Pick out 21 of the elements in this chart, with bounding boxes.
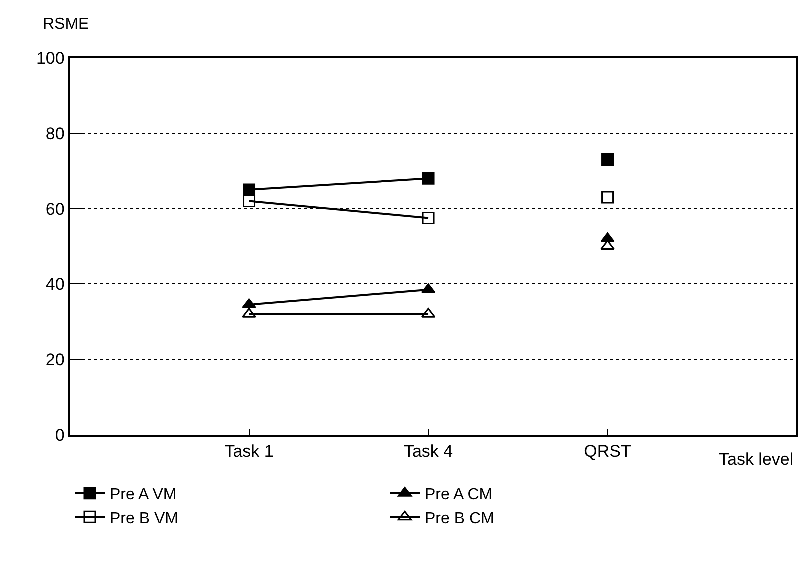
legend-label: Pre B CM — [425, 510, 494, 528]
y-tick-label: 40 — [46, 275, 65, 294]
point — [243, 184, 256, 196]
legend-label: Pre A CM — [425, 486, 493, 504]
point — [422, 172, 435, 185]
y-tick-label: 60 — [46, 200, 65, 219]
x-tick-label: QRST — [584, 442, 632, 462]
legend-label: Pre B VM — [110, 510, 178, 528]
y-tick-label: 80 — [46, 124, 65, 144]
y-tick-label: 20 — [46, 350, 65, 370]
x-tick-label: Task 4 — [404, 442, 454, 462]
x-tick-label: Task 1 — [224, 442, 274, 462]
point — [602, 191, 614, 204]
legend-label: Pre A VM — [110, 486, 177, 504]
point — [602, 154, 614, 166]
x-axis-title: Task level — [719, 450, 794, 469]
y-tick-label: 0 — [55, 426, 65, 445]
point — [243, 195, 256, 208]
point — [422, 212, 435, 224]
y-tick-label: 100 — [36, 48, 65, 68]
y-axis-title: RSME — [43, 16, 90, 33]
